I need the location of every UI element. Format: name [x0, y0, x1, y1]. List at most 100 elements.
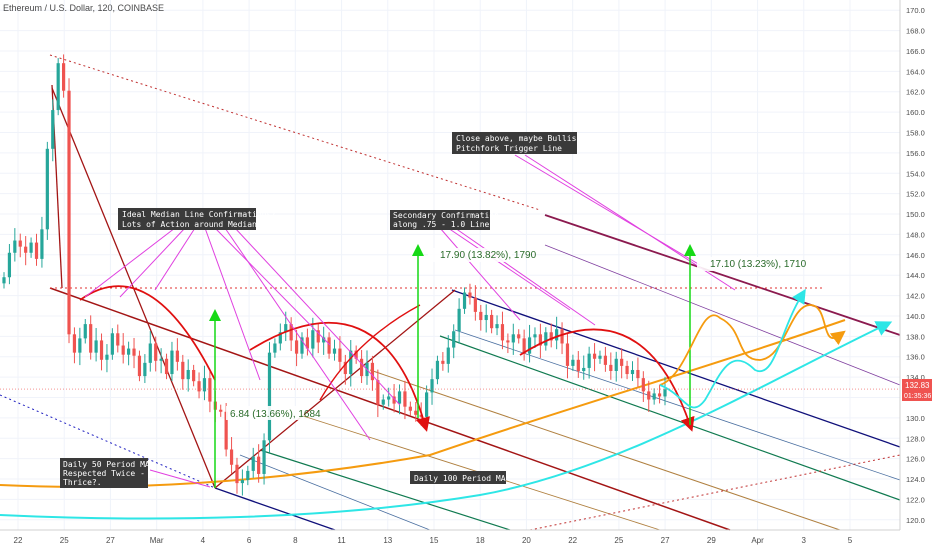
dotted-resistance [49, 54, 541, 211]
candle-body [403, 391, 407, 407]
candle-body [273, 343, 277, 353]
blue-fork-upper [451, 289, 901, 448]
candle-body [387, 396, 391, 400]
candle-body [598, 355, 602, 359]
candle-body [78, 338, 82, 353]
blue-fork-lower [214, 487, 336, 531]
x-tick-label: 22 [14, 536, 23, 545]
thin-fork-lower [239, 454, 431, 531]
arc-1 [79, 285, 216, 381]
candle-body [219, 409, 223, 412]
measurement-3: 17.10 (13.23%), 1710 [697, 257, 807, 271]
candle-body [56, 63, 60, 111]
candle-body [284, 324, 288, 333]
y-tick-label: 128.0 [906, 434, 925, 443]
y-tick-label: 138.0 [906, 332, 925, 341]
candle-body [2, 277, 6, 284]
candle-body [262, 440, 266, 474]
candle-body [24, 246, 28, 253]
annotation-ma50-line3: Thrice?. [63, 478, 102, 487]
candle-body [457, 308, 461, 332]
arc-3 [519, 328, 695, 432]
green-fork-lower [259, 449, 511, 531]
magenta-connectors [84, 154, 736, 488]
x-axis[interactable]: 22 25 27 Mar 4 6 8 11 13 15 18 20 22 25 27 29 Apr 3 5 [14, 536, 853, 545]
candle-body [479, 311, 483, 321]
measurement-1-label: 6.84 (13.66%), 1684 [230, 409, 321, 420]
candle-body [338, 348, 342, 362]
candle-body [154, 343, 158, 361]
candle-body [29, 242, 33, 253]
y-tick-label: 156.0 [906, 149, 925, 158]
green-arrows [209, 244, 696, 488]
candle-body [121, 345, 125, 355]
measurement-2: 17.90 (13.82%), 1790 [428, 248, 537, 262]
candle-body [592, 353, 597, 359]
y-tick-label: 146.0 [906, 251, 925, 260]
candle-body [89, 324, 93, 353]
candle-body [311, 330, 315, 349]
candle-body [246, 470, 250, 481]
candle-body [240, 480, 244, 484]
purple-fork-line [544, 244, 901, 386]
candle-body [45, 148, 49, 230]
candle-body [484, 314, 488, 321]
x-tick-label: 13 [383, 536, 392, 545]
annotation-ma50-line2: Respected Twice - [63, 469, 145, 478]
y-tick-label: 126.0 [906, 455, 925, 464]
candle-body [343, 361, 347, 375]
candle-body [495, 324, 499, 329]
candle-body [549, 332, 553, 341]
candle-body [7, 252, 12, 278]
annotation-ma100-line1: Daily 100 Period MA [414, 474, 506, 483]
candle-body [544, 332, 548, 346]
y-tick-label: 166.0 [906, 47, 925, 56]
annotation-secondary[interactable]: Secondary Confirmation along .75 - 1.0 L… [390, 210, 499, 230]
candle-body [576, 359, 580, 371]
candle-body [175, 350, 179, 362]
candle-body [192, 369, 196, 382]
annotation-ma100[interactable]: Daily 100 Period MA [410, 471, 506, 484]
candle-body [305, 337, 310, 349]
measurement-3-label: 17.10 (13.23%), 1710 [710, 259, 807, 270]
candle-body [13, 240, 17, 253]
price-tag-value: 132.83 [905, 381, 930, 390]
candle-body [181, 361, 185, 380]
candle-body [197, 381, 201, 392]
x-tick-label: 27 [661, 536, 670, 545]
x-tick-label: Mar [150, 536, 164, 545]
candle-body [435, 360, 440, 380]
arc-2 [249, 321, 430, 432]
red-arcs [79, 285, 695, 432]
candle-body [235, 464, 239, 484]
candle-body [186, 369, 190, 380]
y-axis[interactable]: 120.0122.0124.0126.0128.0130.0132.0134.0… [906, 6, 925, 525]
measurement-2-label: 17.90 (13.82%), 1790 [440, 250, 537, 261]
x-tick-label: 6 [247, 536, 252, 545]
candle-body [300, 337, 304, 354]
annotation-trigger-line1: Close above, maybe Bullish. [456, 134, 586, 143]
y-tick-label: 120.0 [906, 516, 925, 525]
candle-body [327, 337, 331, 354]
candle-body [289, 324, 293, 341]
annotation-ma50[interactable]: Daily 50 Period MA: Respected Twice - Th… [60, 458, 155, 488]
candle-body [278, 332, 282, 344]
candle-body [67, 90, 71, 335]
candle-body [316, 330, 320, 343]
annotation-secondary-line2: along .75 - 1.0 Lines [393, 220, 494, 229]
candle-body [61, 63, 66, 91]
candle-body [354, 350, 358, 359]
candle-body [110, 333, 114, 355]
y-tick-label: 154.0 [906, 169, 925, 178]
ma100-line [0, 321, 893, 520]
annotation-trigger[interactable]: Close above, maybe Bullish. Pitchfork Tr… [452, 132, 586, 154]
candle-body [560, 329, 564, 344]
candle-body [500, 324, 505, 341]
y-tick-label: 162.0 [906, 88, 925, 97]
y-tick-label: 152.0 [906, 190, 925, 199]
candle-body [511, 334, 515, 343]
candle-body [332, 348, 337, 354]
annotation-median[interactable]: Ideal Median Line Confirmations? Lots of… [118, 208, 276, 230]
